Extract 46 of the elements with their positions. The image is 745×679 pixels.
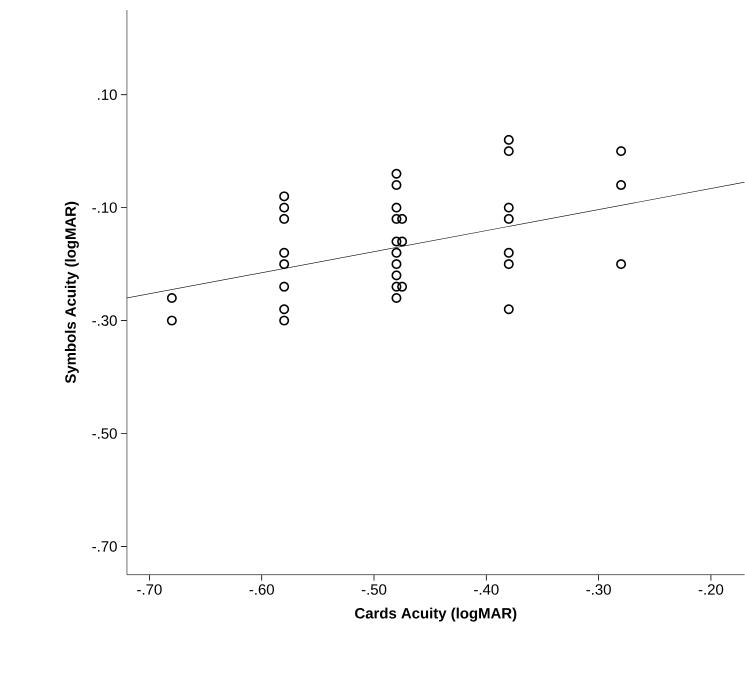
y-axis-title: Symbols Acuity (logMAR) bbox=[64, 202, 79, 384]
point bbox=[504, 202, 514, 213]
point bbox=[391, 180, 402, 190]
point bbox=[279, 304, 290, 314]
x-tick-label: -.70 bbox=[137, 584, 162, 595]
point bbox=[616, 259, 626, 270]
point bbox=[397, 214, 408, 224]
y-tick-label: .10 bbox=[98, 90, 117, 100]
x-tick-label: -.60 bbox=[249, 584, 274, 595]
x-tick-label: -.50 bbox=[362, 584, 386, 595]
point bbox=[391, 259, 402, 270]
point bbox=[279, 259, 290, 270]
point bbox=[279, 202, 290, 213]
point bbox=[391, 282, 402, 292]
y-tick-label: -.70 bbox=[92, 541, 117, 552]
x-tick-label: -.20 bbox=[698, 584, 724, 595]
point bbox=[391, 168, 402, 179]
point bbox=[279, 192, 290, 202]
point bbox=[279, 214, 290, 224]
point bbox=[504, 248, 514, 258]
point bbox=[166, 293, 177, 304]
point bbox=[391, 214, 402, 224]
point bbox=[504, 135, 514, 146]
y-tick-label: -.50 bbox=[92, 428, 117, 439]
y-tick-label: -.10 bbox=[92, 202, 117, 214]
point bbox=[504, 259, 514, 270]
point bbox=[391, 270, 402, 281]
point bbox=[504, 146, 514, 156]
point bbox=[391, 293, 402, 304]
point bbox=[391, 202, 402, 213]
point bbox=[166, 316, 177, 326]
point bbox=[397, 236, 408, 247]
x-axis-title: Cards Acuity (logMAR) bbox=[355, 608, 516, 622]
point bbox=[397, 282, 408, 292]
point bbox=[616, 146, 626, 156]
point bbox=[279, 316, 290, 326]
point bbox=[279, 282, 290, 292]
point bbox=[616, 180, 626, 190]
x-tick-label: -.40 bbox=[474, 584, 499, 595]
point bbox=[391, 248, 402, 258]
point bbox=[504, 304, 514, 314]
y-tick-label: -.30 bbox=[92, 315, 117, 326]
point bbox=[504, 214, 514, 224]
point bbox=[279, 248, 290, 258]
point bbox=[391, 236, 402, 247]
x-tick-label: -.30 bbox=[586, 584, 611, 595]
